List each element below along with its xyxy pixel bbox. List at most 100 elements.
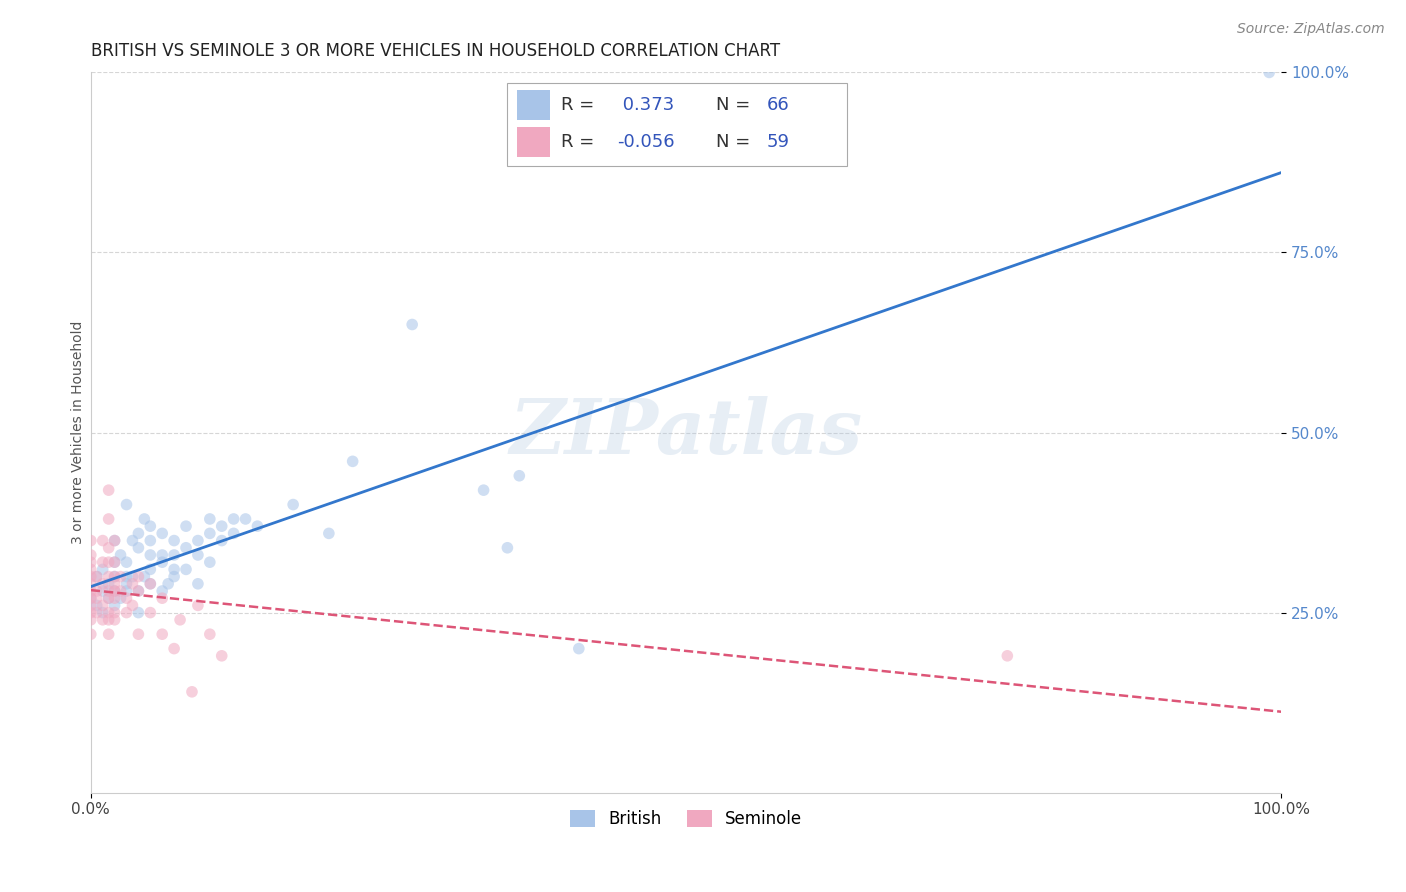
Point: [187, 576, 209, 591]
Point: [127, 569, 149, 583]
Point: [127, 627, 149, 641]
Point: [222, 512, 245, 526]
Point: [198, 555, 221, 569]
Point: [318, 526, 340, 541]
Point: [150, 584, 173, 599]
Point: [401, 318, 423, 332]
Text: R =: R =: [561, 133, 595, 152]
Point: [187, 548, 209, 562]
Point: [80, 613, 103, 627]
Point: [91, 606, 114, 620]
Point: [97, 591, 120, 606]
Point: [163, 569, 186, 583]
Point: [80, 562, 103, 576]
Point: [281, 498, 304, 512]
Point: [163, 533, 186, 548]
Point: [139, 606, 162, 620]
Point: [104, 599, 127, 613]
Point: [80, 555, 103, 569]
Point: [80, 548, 103, 562]
Point: [104, 613, 127, 627]
Point: [150, 548, 173, 562]
FancyBboxPatch shape: [517, 128, 550, 157]
Point: [134, 512, 156, 526]
Point: [150, 526, 173, 541]
Point: [80, 576, 103, 591]
Point: [97, 576, 120, 591]
Point: [104, 584, 127, 599]
Point: [568, 641, 591, 656]
Point: [104, 576, 127, 591]
Text: 66: 66: [766, 95, 790, 114]
Point: [80, 533, 103, 548]
Point: [97, 555, 120, 569]
Point: [139, 533, 162, 548]
Point: [97, 591, 120, 606]
Point: [86, 569, 108, 583]
Text: Source: ZipAtlas.com: Source: ZipAtlas.com: [1237, 22, 1385, 37]
Point: [139, 548, 162, 562]
Point: [127, 526, 149, 541]
Point: [198, 526, 221, 541]
Point: [163, 641, 186, 656]
Point: [97, 606, 120, 620]
Point: [80, 606, 103, 620]
Point: [508, 468, 530, 483]
Text: -0.056: -0.056: [617, 133, 675, 152]
Point: [104, 606, 127, 620]
Point: [127, 541, 149, 555]
Point: [80, 584, 103, 599]
Text: ZIPatlas: ZIPatlas: [509, 395, 862, 469]
Point: [86, 591, 108, 606]
Point: [115, 584, 138, 599]
Point: [235, 512, 257, 526]
Point: [115, 498, 138, 512]
Point: [134, 569, 156, 583]
Point: [86, 599, 108, 613]
Point: [91, 555, 114, 569]
Point: [139, 576, 162, 591]
Point: [80, 599, 103, 613]
Point: [222, 526, 245, 541]
Point: [121, 599, 143, 613]
Point: [115, 576, 138, 591]
Point: [150, 591, 173, 606]
Point: [110, 584, 132, 599]
Point: [121, 569, 143, 583]
Point: [496, 541, 519, 555]
Point: [104, 555, 127, 569]
Point: [97, 613, 120, 627]
Point: [104, 569, 127, 583]
Point: [91, 584, 114, 599]
Point: [97, 569, 120, 583]
Point: [80, 591, 103, 606]
Text: 0.373: 0.373: [617, 95, 673, 114]
Point: [115, 591, 138, 606]
Point: [139, 576, 162, 591]
Point: [187, 599, 209, 613]
Point: [127, 584, 149, 599]
Point: [1258, 65, 1281, 79]
Text: BRITISH VS SEMINOLE 3 OR MORE VEHICLES IN HOUSEHOLD CORRELATION CHART: BRITISH VS SEMINOLE 3 OR MORE VEHICLES I…: [91, 42, 780, 60]
Point: [121, 576, 143, 591]
Point: [163, 562, 186, 576]
Point: [97, 541, 120, 555]
Point: [121, 533, 143, 548]
Text: N =: N =: [716, 133, 749, 152]
Legend: British, Seminole: British, Seminole: [564, 803, 808, 835]
Y-axis label: 3 or more Vehicles in Household: 3 or more Vehicles in Household: [72, 321, 86, 544]
Text: 59: 59: [766, 133, 790, 152]
Point: [127, 584, 149, 599]
Point: [86, 584, 108, 599]
Point: [211, 648, 233, 663]
Point: [246, 519, 269, 533]
Point: [181, 685, 204, 699]
Point: [472, 483, 495, 498]
Text: R =: R =: [561, 95, 595, 114]
Point: [115, 606, 138, 620]
FancyBboxPatch shape: [508, 83, 846, 166]
Point: [174, 541, 197, 555]
Text: N =: N =: [716, 95, 749, 114]
Point: [139, 562, 162, 576]
Point: [80, 569, 103, 583]
